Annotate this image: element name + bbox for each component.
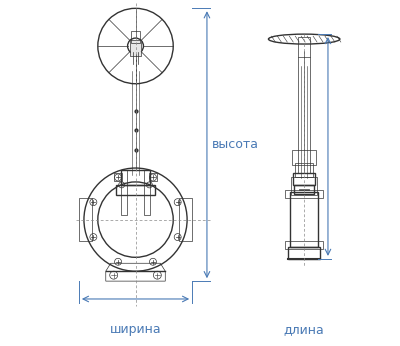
Text: ширина: ширина: [110, 323, 161, 336]
Bar: [292, 150, 316, 165]
Bar: [285, 241, 323, 249]
Bar: [121, 170, 126, 215]
Bar: [130, 40, 142, 56]
Bar: [130, 31, 140, 43]
Bar: [291, 177, 317, 195]
Bar: [295, 163, 313, 177]
Text: длина: длина: [284, 323, 324, 336]
Bar: [150, 173, 157, 181]
Bar: [116, 185, 155, 195]
Bar: [293, 173, 315, 185]
Bar: [121, 170, 150, 185]
Bar: [294, 185, 314, 194]
Bar: [298, 37, 310, 57]
Bar: [288, 247, 320, 259]
Bar: [285, 190, 323, 198]
Bar: [114, 173, 122, 181]
Text: высота: высота: [212, 138, 259, 151]
Bar: [144, 170, 150, 215]
Bar: [290, 192, 318, 247]
Bar: [299, 189, 309, 190]
